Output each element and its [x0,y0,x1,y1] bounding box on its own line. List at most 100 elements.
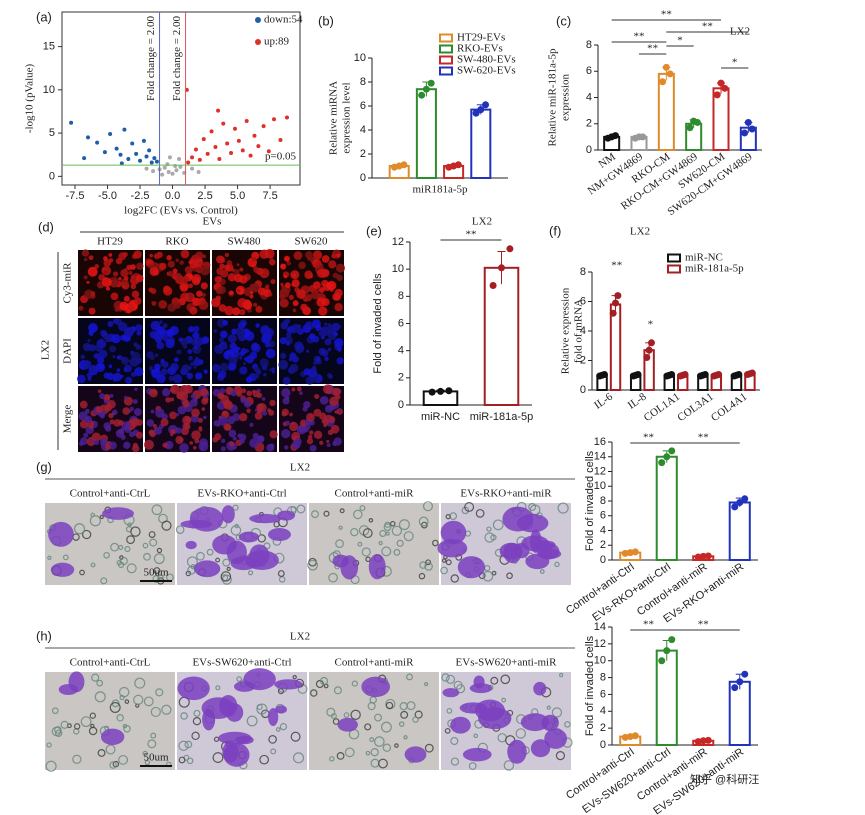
cell [112,355,116,359]
cell [112,318,119,324]
cell [131,351,141,361]
cell [194,345,198,349]
cell [150,732,157,739]
side-label: LX2 [40,340,52,360]
point [266,149,271,154]
cell [350,709,361,720]
cell [297,683,308,694]
cell [406,673,413,681]
cell [203,415,207,420]
cell [292,674,297,680]
cell [224,305,234,316]
y-tick-label: 10 [594,655,606,667]
cell [134,677,146,689]
y-axis-label: Relative miRNA [328,81,340,155]
cell [116,368,121,373]
cell [94,264,99,269]
cell [450,757,460,766]
point [197,157,202,162]
cell [450,574,459,583]
cell [159,320,163,324]
cell [168,375,175,382]
cell [114,307,119,312]
cell [249,422,254,427]
cell [124,546,131,553]
cell [232,504,239,511]
stained-cell [189,506,224,532]
cell [275,727,281,732]
stained-cell [268,708,279,726]
cell [329,756,335,762]
cell [217,423,221,427]
point [193,147,198,152]
cell [379,529,387,538]
replicate-point [681,371,689,379]
cell [310,689,318,697]
column-label: EVs-SW620+anti-miR [456,657,558,669]
cell [238,433,247,441]
cell [257,287,266,296]
panel-label: (a) [36,9,52,24]
cell [336,346,342,352]
cell [309,444,317,452]
cell [101,277,112,288]
stained-cell [221,505,235,524]
cell [270,748,277,755]
cell [162,323,168,329]
cell [136,419,143,426]
cell [81,529,92,540]
stained-cell [267,527,291,542]
cell [391,525,403,537]
replicate-point [721,84,729,92]
cell [468,762,477,770]
stained-cell [332,554,350,568]
cell [277,570,285,577]
replicate-point [659,78,667,86]
cell [106,372,115,381]
cell [317,268,327,278]
cell [318,306,328,316]
cell [97,389,102,393]
cell [153,553,165,565]
cell [60,720,69,729]
cell [336,253,341,258]
legend-label: SW-620-EVs [457,65,516,77]
point [134,151,139,156]
cell [89,515,101,527]
bar [657,72,675,151]
y-tick-label: 12 [392,236,404,248]
x-tick-label: 0.0 [165,190,180,202]
cell [169,411,177,420]
replicate-point [639,133,647,141]
cell [270,279,276,285]
cell [326,280,337,291]
cell [259,268,270,279]
cell [198,441,209,452]
threshold-label: Fold change = 2.00 [145,16,157,102]
replicate-point [717,79,725,87]
cell [305,376,314,385]
y-tick-label: 0 [586,144,592,156]
cell [218,337,224,343]
cell [215,288,222,295]
y-axis-label: expression level [341,82,353,153]
threshold-label: p=0.05 [265,151,296,163]
column-label: Control+anti-miR [335,488,415,500]
replicate-point [748,125,756,133]
cell [246,408,251,414]
cell [418,516,429,527]
cell [98,274,105,281]
replicate-point [600,371,608,379]
replicate-point [422,85,430,93]
cell [389,520,396,527]
cell [84,415,93,424]
cell [129,359,133,363]
y-tick-label: 4 [600,705,606,717]
replicate-point [427,79,435,87]
cell [90,723,95,729]
cell [112,378,117,382]
cell [109,419,115,425]
cell [283,255,290,262]
cell [280,282,284,286]
y-axis-label: -log10 (pValue) [24,63,36,133]
